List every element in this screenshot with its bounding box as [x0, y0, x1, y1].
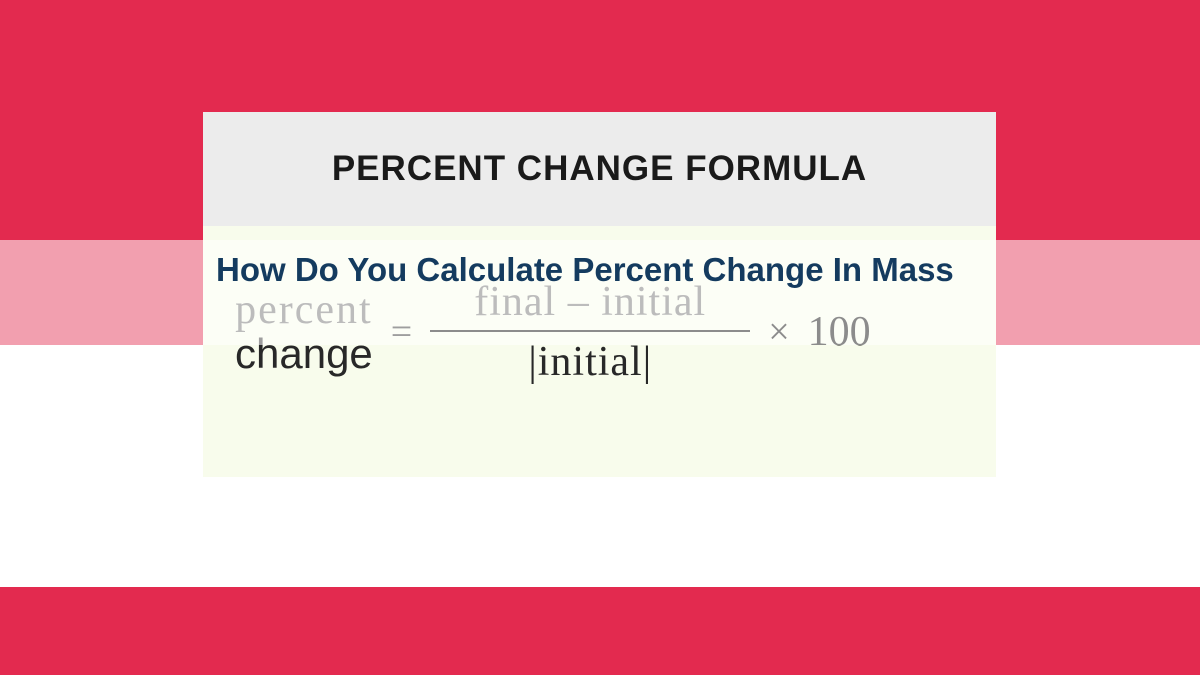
card-header: PERCENT CHANGE FORMULA	[203, 112, 996, 226]
overlay-title-text: How Do You Calculate Percent Change In M…	[216, 249, 986, 290]
card-title: PERCENT CHANGE FORMULA	[332, 149, 867, 189]
